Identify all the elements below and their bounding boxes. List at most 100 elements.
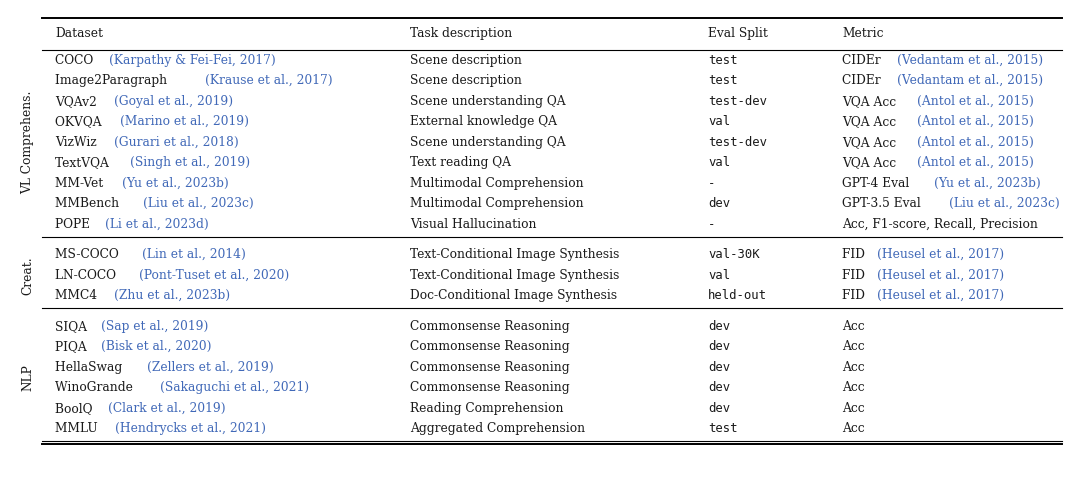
Text: VQA Acc: VQA Acc [842,156,900,169]
Text: POPE: POPE [55,218,94,231]
Text: MS-COCO: MS-COCO [55,248,123,261]
Text: Image2Paragraph: Image2Paragraph [55,74,171,87]
Text: Commonsense Reasoning: Commonsense Reasoning [410,361,569,374]
Text: Acc: Acc [842,402,865,415]
Text: Commonsense Reasoning: Commonsense Reasoning [410,340,569,353]
Text: Scene understanding QA: Scene understanding QA [410,95,566,108]
Text: (Vedantam et al., 2015): (Vedantam et al., 2015) [897,74,1042,87]
Text: dev: dev [708,361,730,374]
Text: test-dev: test-dev [708,95,768,108]
Text: test: test [708,74,737,87]
Text: BoolQ: BoolQ [55,402,96,415]
Text: (Marino et al., 2019): (Marino et al., 2019) [120,115,249,128]
Text: (Gurari et al., 2018): (Gurari et al., 2018) [114,136,238,149]
Text: VL Comprehens.: VL Comprehens. [22,91,34,194]
Text: CIDEr: CIDEr [842,74,885,87]
Text: (Clark et al., 2019): (Clark et al., 2019) [109,402,226,415]
Text: Acc: Acc [842,422,865,435]
Text: COCO: COCO [55,54,97,67]
Text: (Zellers et al., 2019): (Zellers et al., 2019) [147,361,274,374]
Text: Acc: Acc [842,320,865,333]
Text: (Antol et al., 2015): (Antol et al., 2015) [916,95,1034,108]
Text: Acc: Acc [842,361,865,374]
Text: (Krause et al., 2017): (Krause et al., 2017) [205,74,332,87]
Text: HellaSwag: HellaSwag [55,361,126,374]
Text: Acc: Acc [842,340,865,353]
Text: dev: dev [708,402,730,415]
Text: Acc, F1-score, Recall, Precision: Acc, F1-score, Recall, Precision [842,218,1038,231]
Text: test: test [708,422,737,435]
Text: Eval Split: Eval Split [708,28,768,41]
Text: VQAv2: VQAv2 [55,95,100,108]
Text: Text-Conditional Image Synthesis: Text-Conditional Image Synthesis [410,269,620,282]
Text: MM-Vet: MM-Vet [55,177,107,190]
Text: dev: dev [708,197,730,210]
Text: MMBench: MMBench [55,197,123,210]
Text: held-out: held-out [708,289,768,302]
Text: (Yu et al., 2023b): (Yu et al., 2023b) [122,177,229,190]
Text: (Zhu et al., 2023b): (Zhu et al., 2023b) [114,289,231,302]
Text: -: - [708,218,716,231]
Text: (Hendrycks et al., 2021): (Hendrycks et al., 2021) [115,422,266,435]
Text: dev: dev [708,320,730,333]
Text: Doc-Conditional Image Synthesis: Doc-Conditional Image Synthesis [410,289,617,302]
Text: dev: dev [708,340,730,353]
Text: VQA Acc: VQA Acc [842,95,900,108]
Text: val: val [708,115,730,128]
Text: Multimodal Comprehension: Multimodal Comprehension [410,177,583,190]
Text: WinoGrande: WinoGrande [55,381,137,394]
Text: GPT-4 Eval: GPT-4 Eval [842,177,913,190]
Text: SIQA: SIQA [55,320,91,333]
Text: (Antol et al., 2015): (Antol et al., 2015) [916,115,1034,128]
Text: VQA Acc: VQA Acc [842,115,900,128]
Text: Text-Conditional Image Synthesis: Text-Conditional Image Synthesis [410,248,620,261]
Text: Reading Comprehension: Reading Comprehension [410,402,564,415]
Text: (Heusel et al., 2017): (Heusel et al., 2017) [876,248,1004,261]
Text: (Heusel et al., 2017): (Heusel et al., 2017) [876,269,1004,282]
Text: Commonsense Reasoning: Commonsense Reasoning [410,320,569,333]
Text: GPT-3.5 Eval: GPT-3.5 Eval [842,197,925,210]
Text: MMC4: MMC4 [55,289,101,302]
Text: (Sakaguchi et al., 2021): (Sakaguchi et al., 2021) [161,381,309,394]
Text: Metric: Metric [842,28,884,41]
Text: Text reading QA: Text reading QA [410,156,511,169]
Text: LN-COCO: LN-COCO [55,269,120,282]
Text: OKVQA: OKVQA [55,115,106,128]
Text: Dataset: Dataset [55,28,103,41]
Text: (Yu et al., 2023b): (Yu et al., 2023b) [934,177,1040,190]
Text: test: test [708,54,737,67]
Text: test-dev: test-dev [708,136,768,149]
Text: (Antol et al., 2015): (Antol et al., 2015) [916,136,1034,149]
Text: dev: dev [708,381,730,394]
Text: Multimodal Comprehension: Multimodal Comprehension [410,197,583,210]
Text: (Bisk et al., 2020): (Bisk et al., 2020) [101,340,211,353]
Text: val: val [708,269,730,282]
Text: (Pont-Tuset et al., 2020): (Pont-Tuset et al., 2020) [139,269,289,282]
Text: MMLU: MMLU [55,422,101,435]
Text: Task description: Task description [410,28,512,41]
Text: Commonsense Reasoning: Commonsense Reasoning [410,381,569,394]
Text: Visual Hallucination: Visual Hallucination [410,218,537,231]
Text: FID: FID [842,289,869,302]
Text: VQA Acc: VQA Acc [842,136,900,149]
Text: Acc: Acc [842,381,865,394]
Text: VizWiz: VizWiz [55,136,100,149]
Text: (Sap et al., 2019): (Sap et al., 2019) [101,320,209,333]
Text: Scene description: Scene description [410,54,522,67]
Text: (Liu et al., 2023c): (Liu et al., 2023c) [949,197,1060,210]
Text: TextVQA: TextVQA [55,156,113,169]
Text: Creat.: Creat. [22,256,34,295]
Text: val-30K: val-30K [708,248,760,261]
Text: (Antol et al., 2015): (Antol et al., 2015) [916,156,1034,169]
Text: NLP: NLP [22,364,34,391]
Text: (Lin et al., 2014): (Lin et al., 2014) [142,248,246,261]
Text: val: val [708,156,730,169]
Text: (Liu et al., 2023c): (Liu et al., 2023c) [142,197,253,210]
Text: (Karpathy & Fei-Fei, 2017): (Karpathy & Fei-Fei, 2017) [109,54,276,67]
Text: (Goyal et al., 2019): (Goyal et al., 2019) [114,95,233,108]
Text: CIDEr: CIDEr [842,54,885,67]
Text: PIQA: PIQA [55,340,91,353]
Text: Scene understanding QA: Scene understanding QA [410,136,566,149]
Text: Aggregated Comprehension: Aggregated Comprehension [410,422,585,435]
Text: (Vedantam et al., 2015): (Vedantam et al., 2015) [897,54,1042,67]
